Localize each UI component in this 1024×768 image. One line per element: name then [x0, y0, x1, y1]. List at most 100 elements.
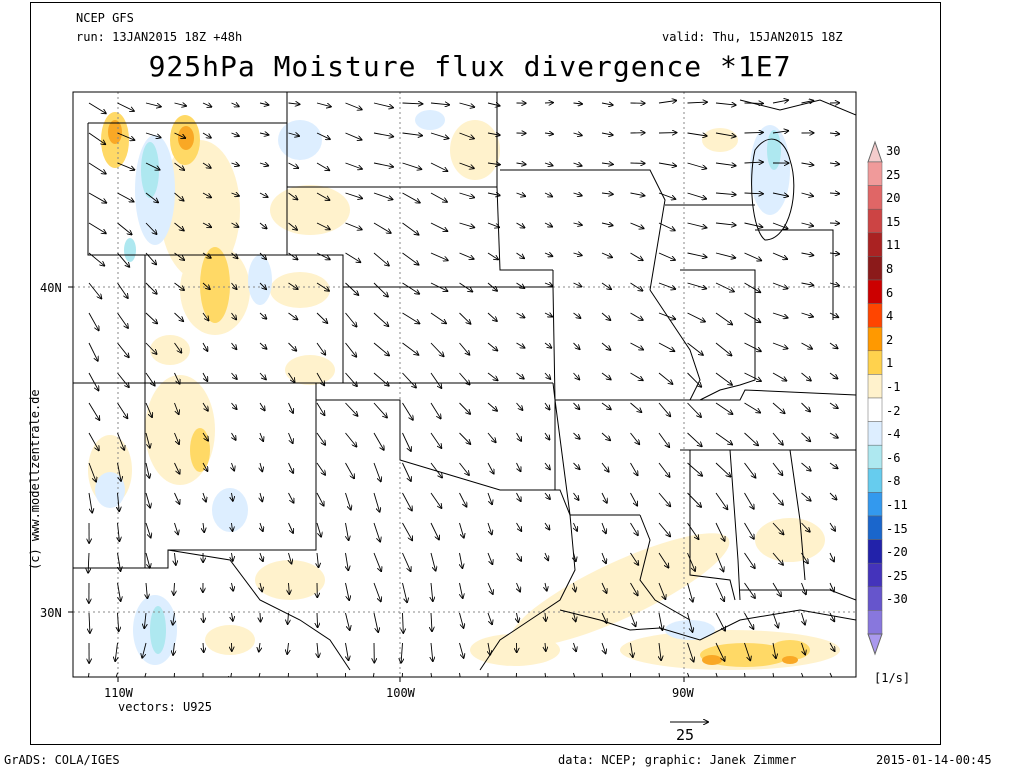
wind-vector — [316, 282, 329, 291]
wind-vector — [202, 192, 211, 198]
wind-vector — [744, 132, 763, 133]
colorbar-swatch — [867, 492, 883, 517]
wind-vector — [401, 672, 403, 677]
wind-vector — [516, 312, 525, 318]
wind-vector — [459, 462, 470, 475]
wind-vector — [658, 522, 670, 536]
wind-vector — [516, 252, 525, 258]
wind-vector — [202, 372, 207, 381]
wind-vector — [145, 552, 150, 568]
wind-vector — [145, 342, 157, 354]
wind-vector — [687, 222, 707, 228]
wind-vector — [117, 162, 135, 170]
wind-vector — [316, 372, 324, 385]
wind-vector — [630, 402, 642, 412]
wind-vector — [231, 312, 237, 320]
wind-vector — [345, 612, 350, 630]
wind-vector — [430, 162, 447, 171]
footer-timestamp: 2015-01-14-00:45 — [876, 753, 992, 767]
colorbar-level-label: -20 — [886, 545, 908, 560]
wind-vector — [402, 162, 422, 169]
wind-vector — [460, 552, 463, 568]
wind-vector — [573, 193, 582, 196]
wind-vector — [431, 642, 433, 661]
wind-vector — [744, 552, 755, 568]
wind-vector — [288, 312, 298, 320]
wind-vectors — [86, 100, 839, 677]
wind-vector — [316, 522, 321, 537]
wind-vector — [289, 552, 292, 564]
wind-vector — [574, 582, 576, 592]
wind-vector — [829, 253, 839, 254]
wind-vector — [145, 162, 160, 170]
wind-vector — [772, 402, 785, 413]
wind-vector — [316, 672, 318, 677]
wind-vector — [459, 252, 474, 259]
wind-vector — [487, 282, 497, 291]
wind-vector — [317, 552, 319, 567]
wind-vector — [430, 522, 439, 540]
wind-vector — [687, 462, 703, 476]
wind-vector — [402, 282, 420, 294]
wind-vector — [574, 522, 578, 531]
wind-vector — [687, 582, 693, 602]
wind-vector — [402, 103, 423, 104]
wind-vector — [88, 552, 89, 573]
vectors-label: vectors: U925 — [118, 700, 212, 714]
wind-vector — [601, 492, 607, 503]
colorbar-swatch — [867, 303, 883, 328]
wind-vector — [145, 462, 149, 478]
wind-vector — [801, 372, 811, 381]
wind-vector — [115, 672, 118, 677]
wind-vector — [658, 582, 665, 599]
wind-vector — [144, 612, 146, 628]
wind-vector — [202, 342, 208, 351]
wind-vector — [601, 672, 604, 677]
wind-vector — [744, 222, 763, 227]
wind-vector — [202, 252, 211, 258]
lat-label-30n: 30N — [40, 606, 62, 620]
wind-vector — [687, 522, 699, 539]
wind-vector — [744, 402, 761, 413]
wind-vector — [174, 372, 180, 384]
wind-vector — [88, 192, 106, 203]
wind-vector — [459, 672, 461, 677]
colorbar-level-label: -15 — [886, 521, 908, 536]
wind-vector — [658, 192, 675, 199]
wind-vector — [573, 372, 580, 380]
wind-vector — [744, 432, 759, 445]
footer-credit: data: NCEP; graphic: Janek Zimmer — [558, 753, 797, 767]
wind-vector — [829, 163, 839, 164]
wind-vector — [772, 672, 775, 677]
wind-vector — [574, 642, 577, 651]
wind-vector — [401, 642, 402, 663]
wind-vector — [516, 163, 526, 164]
wind-vector — [487, 492, 492, 504]
wind-vector — [202, 312, 209, 320]
wind-vector — [117, 552, 121, 571]
wind-vector — [487, 612, 492, 624]
wind-vector — [773, 642, 776, 658]
wind-vector — [203, 492, 206, 502]
wind-vector — [658, 402, 670, 416]
wind-vector — [288, 162, 299, 168]
wind-vector — [744, 372, 762, 381]
wind-vector — [345, 162, 363, 169]
wind-vector — [744, 462, 756, 478]
wind-vector — [288, 462, 294, 473]
wind-vector — [373, 402, 387, 418]
wind-vector — [487, 432, 496, 442]
wind-vector — [801, 312, 814, 317]
wind-vector — [545, 672, 546, 677]
wind-vector — [516, 522, 522, 531]
wind-vector — [459, 492, 467, 507]
wind-vector — [516, 492, 521, 501]
wind-vector — [829, 522, 835, 531]
wind-vector — [402, 192, 420, 203]
wind-vector — [744, 492, 754, 509]
wind-vector — [317, 642, 318, 657]
wind-vector — [402, 222, 419, 235]
wind-vector — [545, 552, 548, 560]
model-label: NCEP GFS — [76, 11, 134, 25]
